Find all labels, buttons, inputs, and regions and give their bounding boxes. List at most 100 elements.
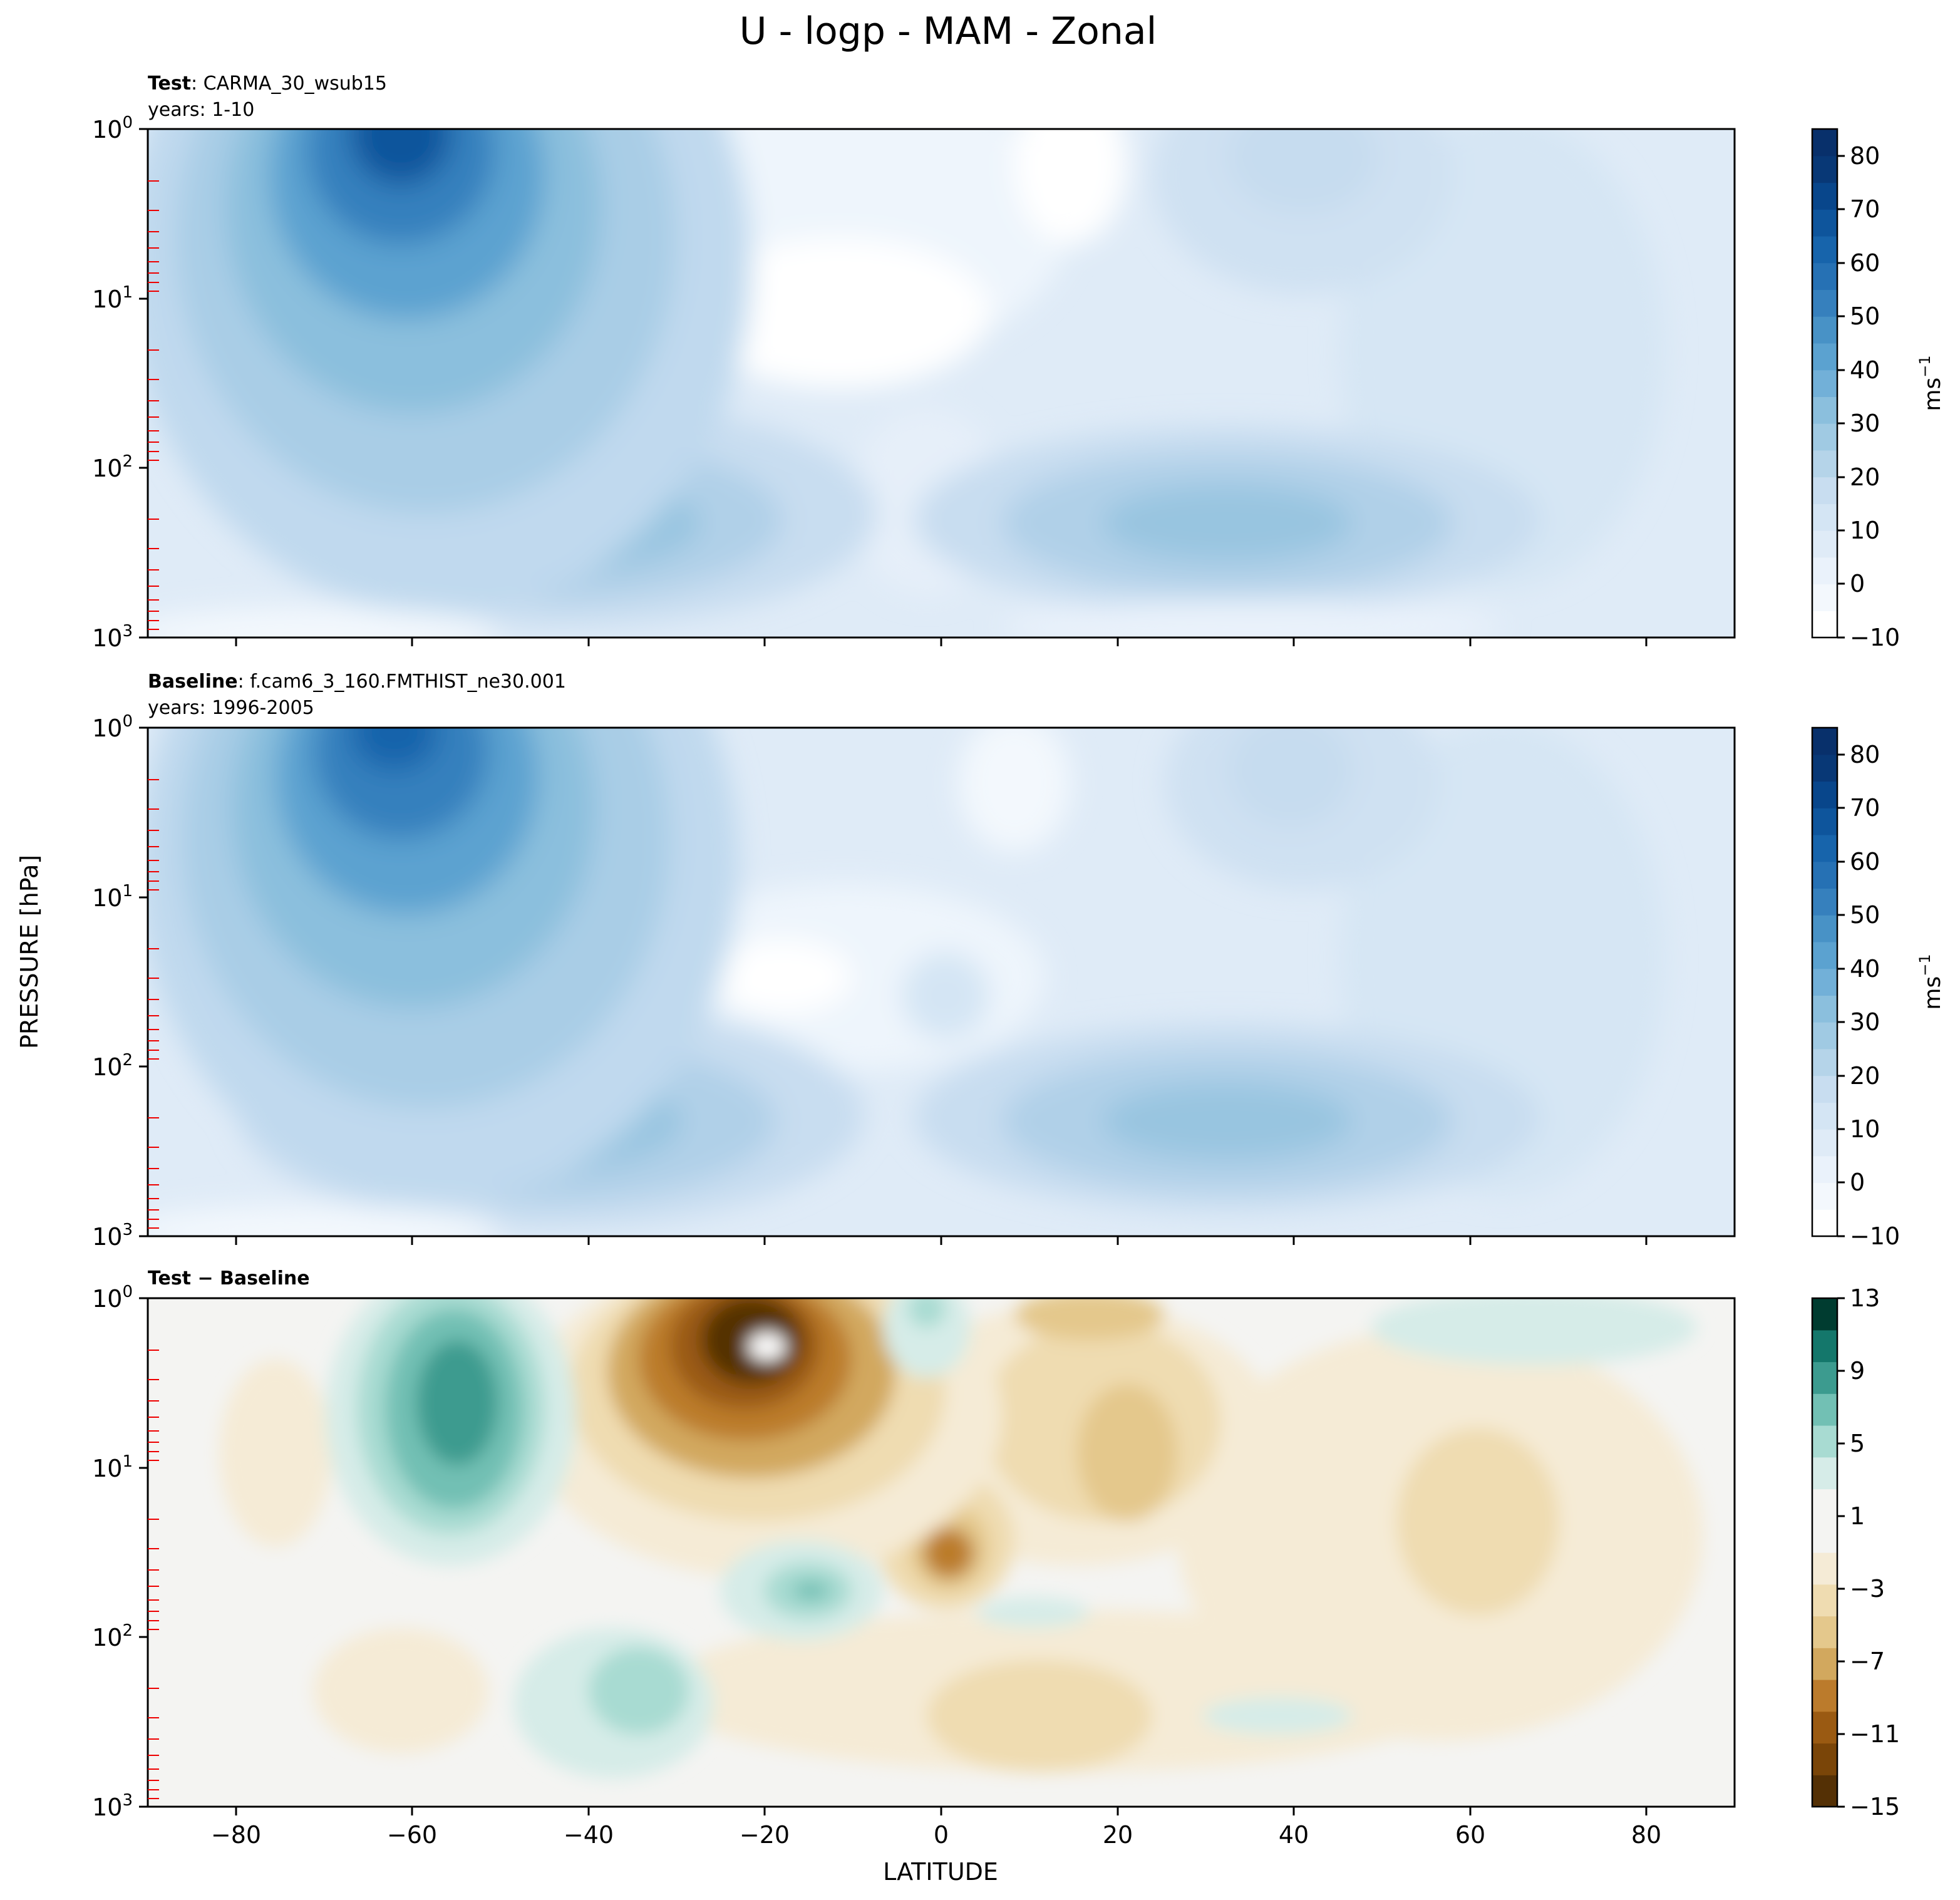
colorbar-tick-label: 9	[1850, 1357, 1865, 1385]
panel-title-bold: Baseline	[148, 671, 238, 693]
log-minor-ticks	[148, 1350, 159, 1799]
colorbar: −10 0 10 20 30 40 50 60 70 80 ms−1	[1811, 726, 1946, 1250]
colorbar-segment	[1812, 423, 1837, 451]
colorbar-segment	[1812, 503, 1837, 531]
colorbar-tick-labels: −15 −11 −7 −3 1 5 9 13	[1850, 1284, 1900, 1820]
x-tick-label: 0	[934, 1821, 949, 1849]
contour-field	[148, 129, 1735, 638]
colorbar-segment	[1812, 1425, 1837, 1458]
y-tick-labels: 100 101 102 103	[92, 712, 133, 1251]
panel-title-bold: Test	[148, 73, 191, 95]
colorbar-segment	[1812, 941, 1837, 969]
y-tick-marks	[139, 1297, 148, 1808]
colorbar-segment	[1812, 343, 1837, 371]
y-tick-label: 103	[92, 1791, 133, 1821]
colorbar-tick-label: 70	[1850, 195, 1880, 223]
colorbar-segment	[1812, 129, 1837, 157]
contour-field	[148, 1298, 1735, 1807]
colorbar: −10 0 10 20 30 40 50 60 70 80 ms−1	[1811, 128, 1946, 651]
contour-field	[148, 728, 1735, 1236]
x-tick-marks	[235, 638, 1648, 646]
colorbar-tick-label: 10	[1850, 1115, 1880, 1143]
colorbar-segment	[1812, 808, 1837, 835]
colorbar-segment	[1812, 1584, 1837, 1617]
colorbar-label: ms−1	[1916, 355, 1946, 411]
colorbar-tick-labels: −10 0 10 20 30 40 50 60 70 80	[1850, 142, 1900, 651]
y-axis-label: PRESSURE [hPa]	[16, 855, 43, 1049]
y-tick-label: 101	[92, 882, 133, 912]
colorbar-tick-marks	[1837, 753, 1845, 1237]
colorbar-frame	[1811, 726, 1839, 1237]
panel-test: Test: CARMA_30_wsub15 years: 1-10	[92, 73, 1946, 652]
colorbar-segment	[1812, 450, 1837, 478]
colorbar-tick-label: 20	[1850, 463, 1880, 491]
colorbar-segment	[1812, 369, 1837, 397]
colorbar-segment	[1812, 995, 1837, 1023]
colorbar-segment	[1812, 209, 1837, 237]
colorbar-segment	[1812, 1209, 1837, 1237]
colorbar-segment	[1812, 396, 1837, 424]
colorbar-tick-label: 60	[1850, 848, 1880, 875]
colorbar-segment	[1812, 1155, 1837, 1184]
colorbar-segment	[1812, 530, 1837, 558]
x-tick-label: −40	[564, 1821, 614, 1849]
x-tick-label: 60	[1455, 1821, 1485, 1849]
colorbar-tick-label: 50	[1850, 302, 1880, 330]
panel-title: Baseline: f.cam6_3_160.FMTHIST_ne30.001	[148, 671, 566, 693]
y-tick-marks	[139, 726, 148, 1237]
colorbar-tick-label: 80	[1850, 741, 1880, 768]
colorbar-segment	[1812, 888, 1837, 916]
colorbar-segment	[1812, 1775, 1837, 1807]
colorbar-tick-label: 13	[1850, 1284, 1880, 1312]
colorbar-segment	[1812, 861, 1837, 889]
colorbar-tick-label: −3	[1850, 1575, 1885, 1603]
x-tick-label: −20	[740, 1821, 790, 1849]
colorbar-segment	[1812, 1298, 1837, 1331]
y-tick-label: 102	[92, 1621, 133, 1651]
colorbar-segment	[1812, 1489, 1837, 1521]
colorbar-segment	[1812, 781, 1837, 808]
panel-title-rest: : f.cam6_3_160.FMTHIST_ne30.001	[238, 671, 566, 693]
y-tick-label: 103	[92, 1221, 133, 1251]
colorbar-tick-label: −15	[1850, 1793, 1900, 1820]
colorbar-segment	[1812, 1616, 1837, 1648]
colorbar-tick-label: 0	[1850, 570, 1865, 597]
x-tick-label: 80	[1631, 1821, 1661, 1849]
y-tick-marks	[139, 128, 148, 639]
colorbar-tick-label: 50	[1850, 901, 1880, 929]
colorbar-segment	[1812, 1521, 1837, 1553]
log-minor-ticks	[148, 779, 159, 1229]
y-tick-labels: 100 101 102 103	[92, 1283, 133, 1821]
colorbar-tick-label: −7	[1850, 1648, 1885, 1675]
colorbar-segment	[1812, 611, 1837, 638]
y-tick-label: 102	[92, 1051, 133, 1081]
colorbar-segment	[1812, 1648, 1837, 1680]
colorbar-segment	[1812, 728, 1837, 755]
x-tick-label: 20	[1103, 1821, 1133, 1849]
colorbar-tick-label: 60	[1850, 249, 1880, 277]
colorbar-segment	[1812, 915, 1837, 942]
colorbar-segment	[1812, 968, 1837, 996]
x-axis-label: LATITUDE	[883, 1858, 998, 1886]
figure-title: U - logp - MAM - Zonal	[740, 9, 1157, 53]
x-tick-label: −60	[387, 1821, 437, 1849]
colorbar-segment	[1812, 1022, 1837, 1050]
colorbar-label: ms−1	[1916, 954, 1946, 1009]
colorbar-segment	[1812, 1075, 1837, 1103]
log-minor-ticks	[148, 180, 159, 630]
panel-title: Test − Baseline	[148, 1268, 310, 1289]
colorbar-segment	[1812, 1129, 1837, 1157]
colorbar-segment	[1812, 584, 1837, 611]
colorbar-tick-label: 20	[1850, 1062, 1880, 1090]
panel-subtitle: years: 1996-2005	[148, 697, 314, 719]
colorbar-tick-label: 0	[1850, 1169, 1865, 1196]
panel-title: Test: CARMA_30_wsub15	[148, 73, 387, 95]
colorbar-segment	[1812, 1102, 1837, 1130]
colorbar-segment	[1812, 155, 1837, 183]
colorbar-tick-label: −10	[1850, 1222, 1900, 1250]
colorbar-tick-label: 40	[1850, 955, 1880, 983]
colorbar-segment	[1812, 1552, 1837, 1585]
y-tick-label: 100	[92, 712, 133, 742]
panel-title-bold: Test − Baseline	[148, 1268, 310, 1289]
